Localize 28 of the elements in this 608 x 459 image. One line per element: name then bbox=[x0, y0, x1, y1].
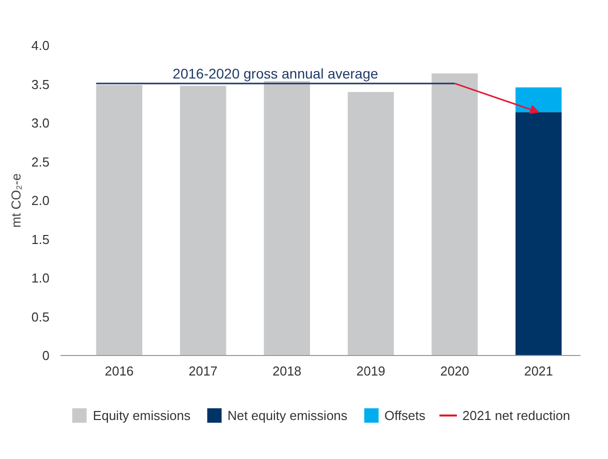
y-tick-label: 3.5 bbox=[31, 76, 50, 92]
ref-line-label: 2016-2020 gross annual average bbox=[172, 65, 378, 82]
bar bbox=[432, 73, 478, 356]
bar bbox=[516, 87, 562, 112]
y-tick-label: 4.0 bbox=[31, 38, 50, 53]
x-tick-label: 2019 bbox=[356, 364, 386, 378]
x-tick-label: 2016 bbox=[104, 364, 134, 378]
x-tick-label: 2021 bbox=[524, 364, 554, 378]
x-tick-label: 2018 bbox=[272, 364, 302, 378]
x-tick-label: 2020 bbox=[440, 364, 470, 378]
text: 2021 net reduction bbox=[462, 408, 570, 422]
y-tick-label: 1.0 bbox=[31, 270, 50, 286]
legend-label: Offsets bbox=[384, 408, 426, 422]
bar bbox=[516, 112, 562, 356]
y-tick-label: 3.0 bbox=[31, 116, 50, 130]
y-axis-title: mt CO₂-e bbox=[8, 173, 24, 228]
bar bbox=[180, 86, 226, 356]
bar bbox=[264, 81, 310, 356]
legend-label: Net equity emissions bbox=[227, 408, 348, 422]
y-tick-label: 1.5 bbox=[31, 232, 50, 247]
y-tick-label: 2.0 bbox=[31, 193, 50, 208]
y-tick-label: 0 bbox=[42, 348, 50, 363]
y-tick-label: 2.5 bbox=[31, 154, 50, 170]
legend-label: Equity emissions bbox=[92, 408, 190, 422]
x-tick-label: 2017 bbox=[188, 364, 218, 378]
y-tick-label: 0.5 bbox=[31, 309, 50, 324]
bar bbox=[348, 92, 394, 356]
bar bbox=[96, 85, 142, 356]
